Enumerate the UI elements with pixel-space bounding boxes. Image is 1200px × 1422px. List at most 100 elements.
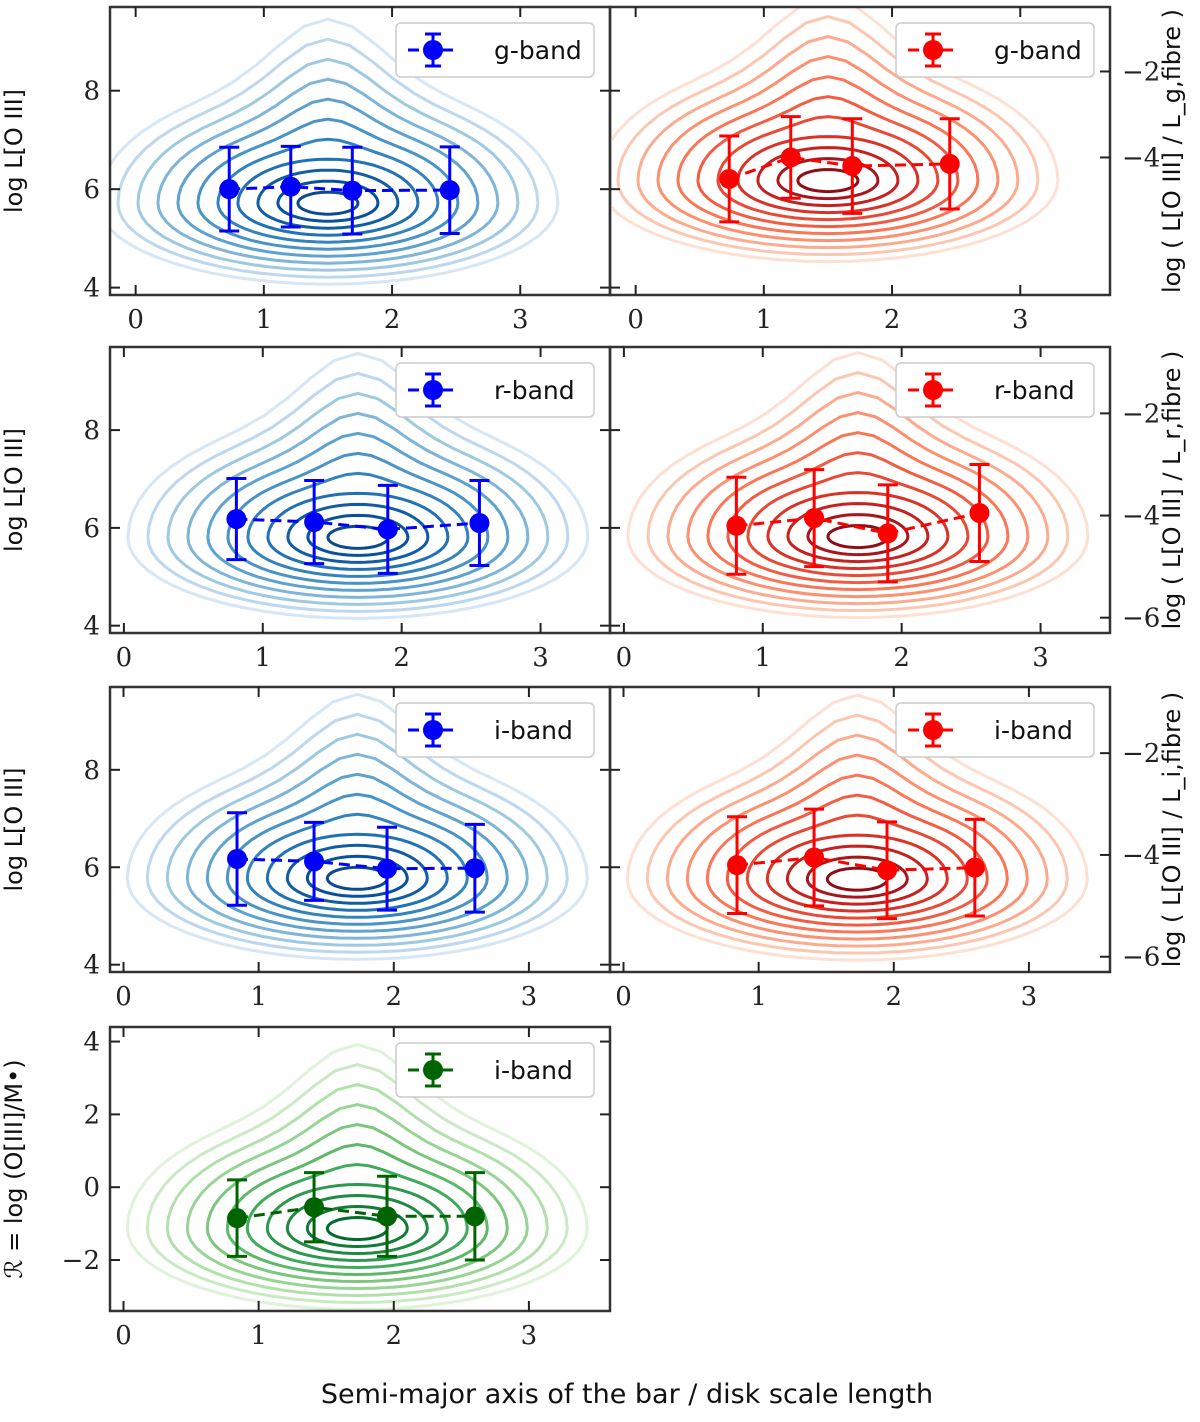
x-tick-label: 0 bbox=[115, 982, 132, 1012]
legend-box bbox=[395, 362, 595, 418]
x-tick-label: 1 bbox=[256, 305, 273, 335]
data-point bbox=[469, 513, 490, 533]
density-contour bbox=[786, 502, 930, 564]
data-point bbox=[780, 147, 801, 168]
x-tick-label: 1 bbox=[250, 982, 267, 1012]
x-tick-label: 2 bbox=[884, 305, 901, 335]
data-point bbox=[804, 508, 825, 529]
x-tick-label: 2 bbox=[384, 305, 401, 335]
y-axis-label: ℛ = log (O[III]/M•) bbox=[0, 1059, 28, 1278]
density-contour bbox=[756, 146, 900, 208]
density-contour bbox=[185, 1102, 529, 1291]
density-contour bbox=[646, 371, 1070, 613]
density-contour bbox=[245, 812, 469, 919]
legend-box bbox=[895, 362, 1095, 418]
y-right-tick-label: −6 bbox=[1122, 943, 1160, 973]
y-right-tick-label: −4 bbox=[1122, 502, 1160, 532]
x-tick-label: 3 bbox=[521, 982, 538, 1012]
x-tick-label: 3 bbox=[512, 305, 529, 335]
legend-label: r-band bbox=[494, 376, 575, 405]
density-contour bbox=[706, 431, 1010, 592]
density-contour bbox=[685, 753, 1029, 941]
panel-top-left: 0 1 2 3 4 6 8 log L[O III] g-band bbox=[0, 5, 612, 335]
legend-marker bbox=[923, 380, 943, 400]
series-line bbox=[236, 1205, 475, 1220]
density-contours bbox=[125, 692, 589, 961]
x-tick-label: 2 bbox=[386, 982, 403, 1012]
data-point bbox=[804, 847, 825, 868]
legend-marker bbox=[923, 40, 943, 60]
x-tick-label: 3 bbox=[521, 1321, 538, 1351]
y-tick-label: 6 bbox=[83, 853, 100, 883]
legend-label: g-band bbox=[994, 36, 1082, 65]
x-tick-label: 0 bbox=[116, 643, 133, 673]
data-point bbox=[219, 179, 240, 200]
y-right-tick-label: −2 bbox=[1122, 57, 1160, 87]
data-point bbox=[377, 858, 398, 879]
series-line bbox=[736, 855, 975, 872]
density-contour bbox=[805, 855, 909, 899]
density-contour bbox=[726, 451, 990, 585]
density-contour bbox=[165, 732, 549, 947]
y-right-tick-label: −2 bbox=[1122, 399, 1160, 429]
legend-box bbox=[395, 22, 595, 78]
density-contour bbox=[785, 844, 929, 906]
series-line bbox=[229, 185, 450, 193]
density-contour bbox=[325, 865, 389, 891]
density-contours bbox=[626, 351, 1090, 620]
y-axis-label: log L[O III] bbox=[0, 767, 28, 891]
density-contour bbox=[116, 37, 540, 279]
y-tick-label: −2 bbox=[62, 1246, 100, 1276]
y-tick-label: 4 bbox=[83, 612, 100, 642]
density-contour bbox=[226, 451, 490, 585]
y-tick-label: 8 bbox=[83, 756, 100, 786]
density-contour bbox=[145, 1062, 569, 1305]
axes-frame bbox=[608, 5, 1112, 297]
x-tick-label: 1 bbox=[750, 982, 767, 1012]
density-contour bbox=[765, 833, 949, 913]
y-tick-label: 6 bbox=[83, 175, 100, 205]
y-tick-label: 2 bbox=[83, 1100, 100, 1130]
x-tick-label: 1 bbox=[250, 1321, 267, 1351]
density-contour bbox=[705, 773, 1009, 934]
legend-label: i-band bbox=[494, 716, 573, 745]
density-contour bbox=[216, 137, 440, 244]
density-contour bbox=[746, 471, 970, 578]
panel-bottom-left: 0 1 2 3 −2 0 2 4 ℛ = log (O[III]/M•) i-band bbox=[0, 1025, 612, 1351]
legend-marker bbox=[423, 380, 443, 400]
y-right-label: log ( L[O III] / L_g,fibre ) bbox=[1158, 9, 1186, 293]
axes-frame bbox=[108, 1025, 612, 1313]
density-contour bbox=[196, 117, 460, 251]
y-tick-label: 8 bbox=[83, 77, 100, 107]
density-contour bbox=[305, 854, 409, 898]
density-contours bbox=[625, 693, 1089, 962]
density-contour bbox=[616, 15, 1040, 257]
x-tick-label: 1 bbox=[255, 643, 272, 673]
x-tick-label: 1 bbox=[755, 643, 772, 673]
density-contour bbox=[206, 431, 510, 592]
y-right-tick-label: −4 bbox=[1122, 841, 1160, 871]
density-contour bbox=[676, 75, 980, 236]
density-contour bbox=[225, 1142, 489, 1277]
data-point bbox=[280, 176, 301, 197]
data-point bbox=[342, 180, 363, 201]
panel-middle2-left: 0 1 2 3 4 6 8 log L[O III] i-band bbox=[0, 685, 612, 1012]
y-tick-label: 6 bbox=[83, 514, 100, 544]
figure-xlabel: Semi-major axis of the bar / disk scale … bbox=[321, 1379, 933, 1410]
density-contour bbox=[176, 97, 480, 258]
legend-box bbox=[895, 702, 1095, 758]
data-point bbox=[377, 519, 398, 540]
density-contour bbox=[825, 866, 889, 892]
x-tick-label: 0 bbox=[127, 305, 144, 335]
density-contour bbox=[686, 411, 1030, 599]
x-tick-label: 0 bbox=[616, 643, 633, 673]
data-point bbox=[969, 502, 990, 523]
legend-label: i-band bbox=[994, 716, 1073, 745]
y-tick-label: 0 bbox=[83, 1173, 100, 1203]
density-contour bbox=[286, 502, 430, 564]
density-contour bbox=[656, 55, 1000, 243]
x-tick-label: 0 bbox=[615, 982, 632, 1012]
data-point bbox=[377, 1206, 398, 1227]
density-contour bbox=[285, 1193, 429, 1256]
